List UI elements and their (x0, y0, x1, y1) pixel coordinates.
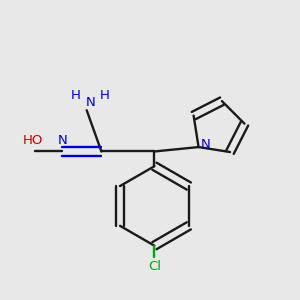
Text: N: N (85, 96, 95, 109)
Text: N: N (201, 138, 211, 151)
Text: N: N (57, 134, 67, 147)
Text: HO: HO (23, 134, 43, 147)
Text: Cl: Cl (148, 260, 161, 273)
Text: H: H (100, 89, 110, 102)
Text: H: H (70, 89, 80, 102)
